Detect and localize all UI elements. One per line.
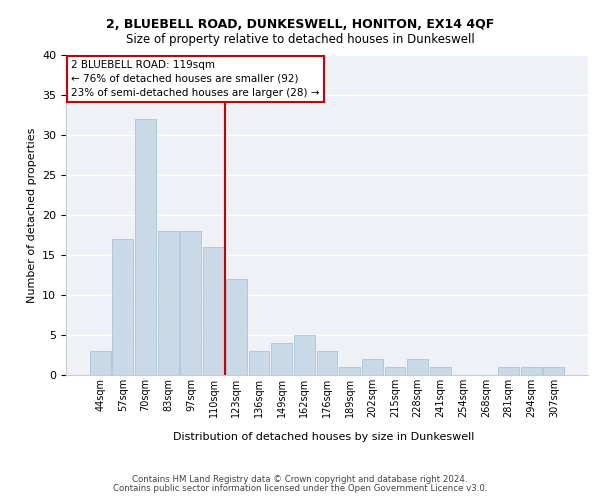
Text: Distribution of detached houses by size in Dunkeswell: Distribution of detached houses by size … bbox=[173, 432, 475, 442]
Text: Size of property relative to detached houses in Dunkeswell: Size of property relative to detached ho… bbox=[125, 32, 475, 46]
Bar bbox=[521, 367, 542, 375]
Bar bbox=[339, 367, 360, 375]
Text: 2 BLUEBELL ROAD: 119sqm
← 76% of detached houses are smaller (92)
23% of semi-de: 2 BLUEBELL ROAD: 119sqm ← 76% of detache… bbox=[71, 60, 320, 98]
Text: 2, BLUEBELL ROAD, DUNKESWELL, HONITON, EX14 4QF: 2, BLUEBELL ROAD, DUNKESWELL, HONITON, E… bbox=[106, 18, 494, 30]
Bar bbox=[90, 351, 110, 375]
Bar bbox=[317, 351, 337, 375]
Bar bbox=[430, 367, 451, 375]
Text: Contains public sector information licensed under the Open Government Licence v3: Contains public sector information licen… bbox=[113, 484, 487, 493]
Bar bbox=[544, 367, 564, 375]
Bar bbox=[248, 351, 269, 375]
Bar bbox=[271, 343, 292, 375]
Bar bbox=[181, 231, 202, 375]
Bar bbox=[407, 359, 428, 375]
Text: Contains HM Land Registry data © Crown copyright and database right 2024.: Contains HM Land Registry data © Crown c… bbox=[132, 475, 468, 484]
Bar bbox=[203, 247, 224, 375]
Bar bbox=[112, 239, 133, 375]
Bar bbox=[498, 367, 519, 375]
Bar bbox=[294, 335, 315, 375]
Bar bbox=[158, 231, 179, 375]
Bar bbox=[362, 359, 383, 375]
Bar bbox=[226, 279, 247, 375]
Bar bbox=[385, 367, 406, 375]
Bar bbox=[135, 119, 156, 375]
Y-axis label: Number of detached properties: Number of detached properties bbox=[26, 128, 37, 302]
